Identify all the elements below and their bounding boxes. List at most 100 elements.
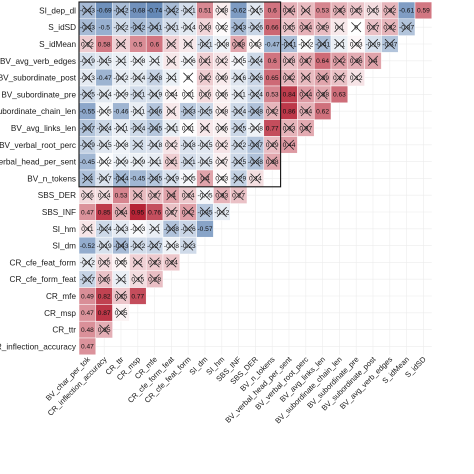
heatmap-cell: -0.17 bbox=[95, 169, 113, 188]
heatmap-cell: 0.86 bbox=[280, 102, 298, 120]
heatmap-cell: -0.21 bbox=[129, 85, 147, 104]
non-significant-cross bbox=[82, 72, 93, 83]
heatmap-cell: -0.11 bbox=[162, 119, 181, 137]
heatmap-cell: -0.43 bbox=[78, 18, 97, 36]
non-significant-cross bbox=[250, 38, 261, 50]
non-significant-cross bbox=[216, 173, 227, 184]
non-significant-cross bbox=[250, 156, 261, 167]
heatmap-cell: 0.63 bbox=[330, 85, 349, 104]
cell-value: 0.27 bbox=[165, 209, 178, 216]
heatmap-cell: -0.25 bbox=[196, 102, 214, 120]
cell-value: 0.06 bbox=[215, 125, 228, 132]
cell-value: -0.19 bbox=[97, 243, 112, 250]
non-significant-cross bbox=[250, 72, 261, 83]
cell-fill bbox=[196, 220, 214, 238]
heatmap-cell: 0.08 bbox=[213, 102, 231, 120]
cell-value: 0.01 bbox=[182, 125, 195, 132]
heatmap-cell: -0.13 bbox=[112, 220, 130, 238]
heatmap-cell: -0.1 bbox=[112, 270, 130, 288]
heatmap-cell: 0.6 bbox=[263, 52, 281, 70]
cell-value: 0.15 bbox=[98, 260, 111, 267]
heatmap-cell: -0.36 bbox=[145, 102, 164, 120]
cell-value: -0.11 bbox=[147, 159, 162, 166]
cell-value: 0.47 bbox=[81, 344, 94, 351]
heatmap-cell: -0.47 bbox=[95, 68, 113, 87]
non-significant-cross bbox=[334, 38, 345, 50]
cell-value: -0.25 bbox=[231, 125, 246, 132]
heatmap-cell: -0.45 bbox=[129, 169, 147, 188]
row-label: BV_subordinate_chain_len bbox=[0, 107, 76, 116]
non-significant-cross bbox=[82, 22, 93, 33]
non-significant-cross bbox=[216, 38, 227, 50]
heatmap-cell: 0.37 bbox=[297, 52, 315, 70]
cell-value: 0.1 bbox=[184, 41, 193, 48]
heatmap-cell: -0.19 bbox=[78, 52, 97, 70]
non-significant-cross bbox=[250, 139, 261, 150]
non-significant-cross bbox=[99, 173, 110, 184]
non-significant-cross bbox=[132, 190, 143, 201]
heatmap-cell: 0.2 bbox=[129, 253, 147, 272]
heatmap-cell: -0.1 bbox=[330, 35, 349, 53]
cell-value: 0.15 bbox=[367, 8, 380, 15]
non-significant-cross bbox=[300, 122, 311, 134]
cell-value: -0.15 bbox=[248, 8, 263, 15]
cell-value: -0.43 bbox=[113, 243, 128, 250]
heatmap-cell: -0.05 bbox=[229, 52, 248, 70]
cell-value: 0.37 bbox=[299, 58, 312, 65]
cell-value: -0.43 bbox=[231, 25, 246, 32]
cell-value: 0.24 bbox=[182, 193, 195, 200]
cell-value: 0.42 bbox=[182, 209, 195, 216]
cell-value: 0.21 bbox=[199, 58, 212, 65]
cell-value: 0.27 bbox=[367, 25, 380, 32]
cell-value: -0.27 bbox=[80, 277, 95, 284]
non-significant-cross bbox=[99, 55, 110, 66]
cell-value: 0.03 bbox=[350, 41, 363, 48]
heatmap-cell: -0.37 bbox=[246, 136, 265, 154]
non-significant-cross bbox=[216, 122, 227, 134]
non-significant-cross bbox=[233, 72, 244, 83]
heatmap-cell: 0.32 bbox=[381, 18, 399, 36]
cell-value: -0.09 bbox=[113, 92, 128, 99]
heatmap-cell: -0.38 bbox=[162, 220, 181, 238]
heatmap-cell: -0.21 bbox=[179, 1, 197, 20]
non-significant-cross bbox=[183, 139, 194, 150]
heatmap-cell: 0.09 bbox=[213, 68, 231, 87]
cell-value: -0.11 bbox=[231, 92, 246, 99]
heatmap-cell: -0.38 bbox=[246, 152, 265, 171]
non-significant-cross bbox=[149, 156, 160, 167]
non-significant-cross bbox=[99, 89, 110, 100]
heatmap-cell: 0.29 bbox=[263, 136, 281, 154]
non-significant-cross bbox=[250, 89, 261, 100]
cell-value: 0.25 bbox=[115, 293, 128, 300]
row-label: BV_avg_verb_edges bbox=[0, 57, 76, 66]
cell-value: -0.11 bbox=[131, 109, 146, 116]
heatmap-cell: -0.09 bbox=[112, 152, 130, 171]
heatmap-cell: -0.02 bbox=[297, 35, 315, 53]
cell-value: 0.14 bbox=[249, 176, 262, 183]
cell-value: -0.19 bbox=[164, 176, 179, 183]
cell-value: 0.08 bbox=[215, 109, 228, 116]
cell-value: 0.38 bbox=[232, 41, 245, 48]
heatmap-cell: 0.53 bbox=[112, 186, 130, 204]
non-significant-cross bbox=[334, 22, 345, 33]
non-significant-cross bbox=[199, 190, 211, 201]
cell-value: -0.38 bbox=[248, 109, 263, 116]
non-significant-cross bbox=[351, 72, 362, 83]
cell-value: -0.24 bbox=[97, 125, 112, 132]
heatmap-cell: -0.44 bbox=[112, 169, 130, 188]
row-label: CR_msp bbox=[44, 309, 76, 318]
non-significant-cross bbox=[384, 38, 395, 50]
heatmap-cell: 0.47 bbox=[78, 304, 97, 322]
cell-value: -0.14 bbox=[130, 75, 145, 82]
cell-value: -0.1 bbox=[149, 226, 161, 233]
non-significant-cross bbox=[166, 156, 177, 167]
heatmap-cell: -0.29 bbox=[78, 136, 97, 154]
cell-value: -0.06 bbox=[181, 58, 196, 65]
non-significant-cross bbox=[233, 89, 244, 100]
non-significant-cross bbox=[300, 5, 311, 16]
non-significant-cross bbox=[166, 5, 177, 16]
cell-value: 0.08 bbox=[215, 8, 228, 15]
cell-value: -0.45 bbox=[130, 176, 145, 183]
heatmap-cell: -0.08 bbox=[162, 236, 181, 255]
heatmap-cell: 0.4 bbox=[364, 52, 382, 70]
